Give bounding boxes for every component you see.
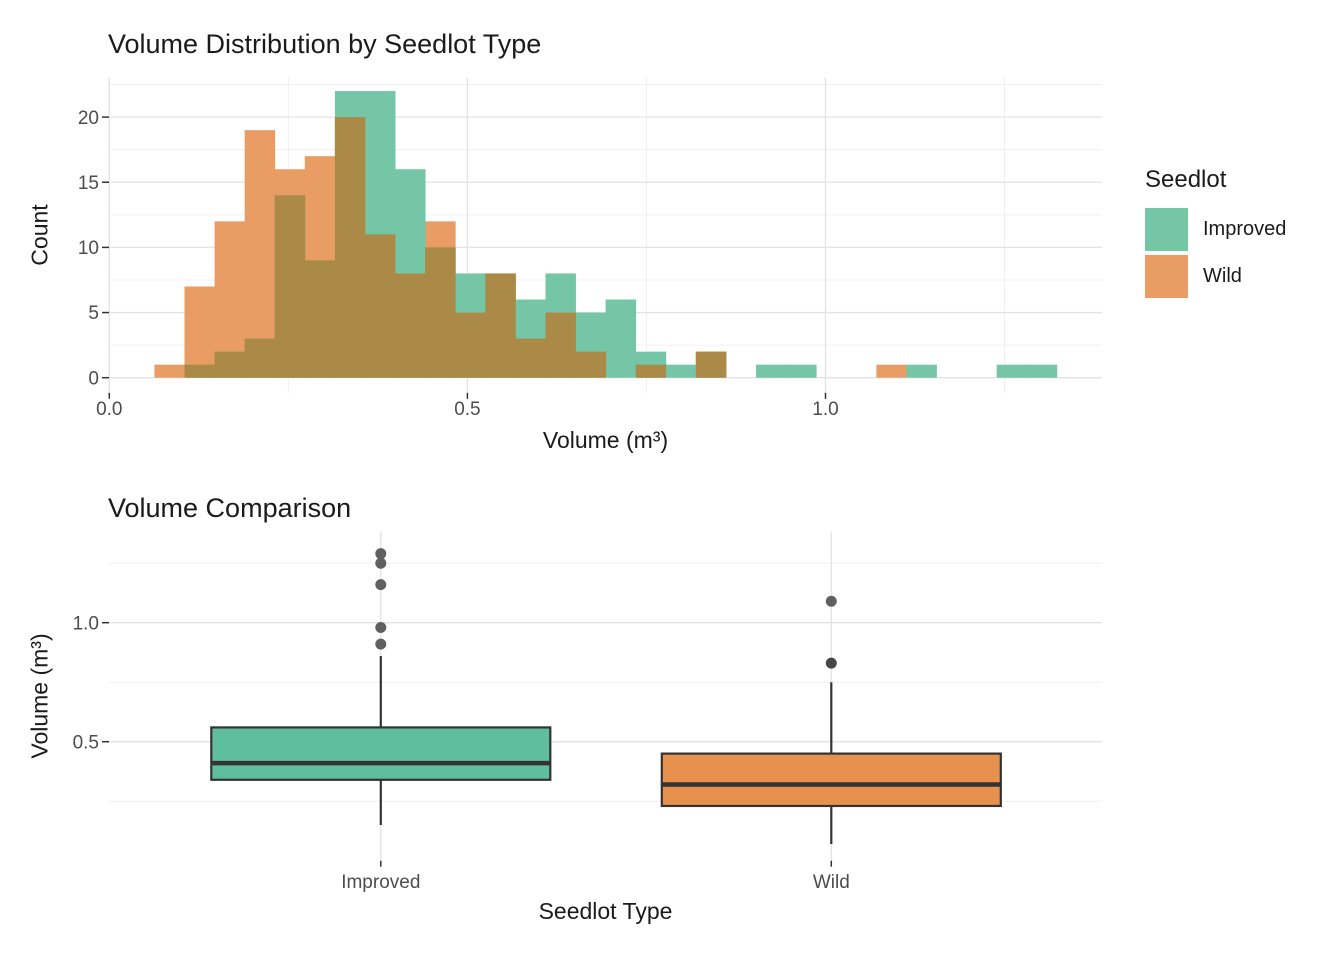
overlap-bar xyxy=(364,234,396,378)
outlier-point xyxy=(825,595,837,607)
outlier-point xyxy=(375,548,387,560)
overlap-bar xyxy=(575,351,607,378)
improved-swatch-icon xyxy=(1145,208,1188,251)
box-improved xyxy=(210,548,552,825)
histogram-title: Volume Distribution by Seedlot Type xyxy=(108,29,542,59)
improved-bar xyxy=(1026,364,1058,378)
overlap-bar xyxy=(274,195,306,378)
x-tick-label: Improved xyxy=(341,872,420,893)
improved-bar xyxy=(665,364,697,378)
legend-item-wild: Wild xyxy=(1145,255,1286,298)
boxplot-title: Volume Comparison xyxy=(108,493,352,523)
improved-bar xyxy=(906,364,937,378)
overlap-bar xyxy=(635,364,667,378)
histogram-plot: 0.0 0.5 1.0 0 5 10 15 20 xyxy=(78,77,1102,420)
y-tick-label: 0 xyxy=(88,368,99,389)
wild-bar xyxy=(184,286,215,378)
overlap-bar xyxy=(485,273,516,378)
improved-bar xyxy=(756,364,787,378)
box xyxy=(210,726,552,781)
wild-swatch-icon xyxy=(1145,255,1188,298)
outlier-point xyxy=(375,638,387,650)
legend-label-improved: Improved xyxy=(1203,218,1287,240)
wild-bar xyxy=(876,364,907,378)
y-tick-label: 5 xyxy=(88,303,99,324)
legend: Seedlot Improved Wild xyxy=(1145,166,1286,302)
overlap-bar xyxy=(214,351,246,378)
outlier-point xyxy=(825,657,837,669)
overlap-bar xyxy=(334,117,366,378)
y-tick-label: 15 xyxy=(78,173,99,194)
boxplot-plot: Improved Wild 0.5 1.0 xyxy=(73,531,1102,893)
histogram-y-axis-title: Count xyxy=(26,204,53,266)
improved-bar xyxy=(605,299,637,378)
histogram-canvas: 0.0 0.5 1.0 0 5 10 15 20 xyxy=(78,77,1102,420)
overlap-bar xyxy=(515,338,546,378)
overlap-bar xyxy=(545,312,576,378)
outlier-point xyxy=(375,579,387,591)
boxplot-x-axis-title: Seedlot Type xyxy=(538,898,673,924)
overlap-bar xyxy=(695,351,727,378)
overlap-bar xyxy=(304,260,336,378)
boxplot-canvas: Improved Wild 0.5 1.0 xyxy=(73,531,1102,893)
outlier-point xyxy=(375,621,387,633)
box-wild xyxy=(660,595,1002,845)
overlap-bar xyxy=(184,364,215,378)
outlier-point xyxy=(375,557,387,569)
x-tick-label: 0.5 xyxy=(454,399,480,420)
legend-title: Seedlot xyxy=(1145,166,1227,193)
overlap-bar xyxy=(455,312,486,378)
improved-bar xyxy=(786,364,817,378)
overlap-bars xyxy=(184,117,727,378)
wild-bar xyxy=(244,130,276,378)
wild-bar xyxy=(154,364,185,378)
improved-bar xyxy=(996,364,1028,378)
y-tick-label: 0.5 xyxy=(73,732,99,753)
legend-item-improved: Improved xyxy=(1145,208,1286,251)
overlap-bar xyxy=(425,247,456,378)
overlap-bar xyxy=(244,338,276,378)
x-tick-label: Wild xyxy=(813,872,850,893)
y-tick-label: 20 xyxy=(78,108,99,129)
overlap-bar xyxy=(395,273,426,378)
legend-label-wild: Wild xyxy=(1203,265,1242,287)
y-tick-label: 1.0 xyxy=(73,613,99,634)
x-tick-label: 0.0 xyxy=(96,399,122,420)
y-tick-label: 10 xyxy=(78,238,99,259)
histogram-x-axis-title: Volume (m³) xyxy=(542,427,669,453)
x-tick-label: 1.0 xyxy=(812,399,838,420)
boxplot-y-axis-title: Volume (m³) xyxy=(26,633,53,759)
box xyxy=(660,752,1002,808)
